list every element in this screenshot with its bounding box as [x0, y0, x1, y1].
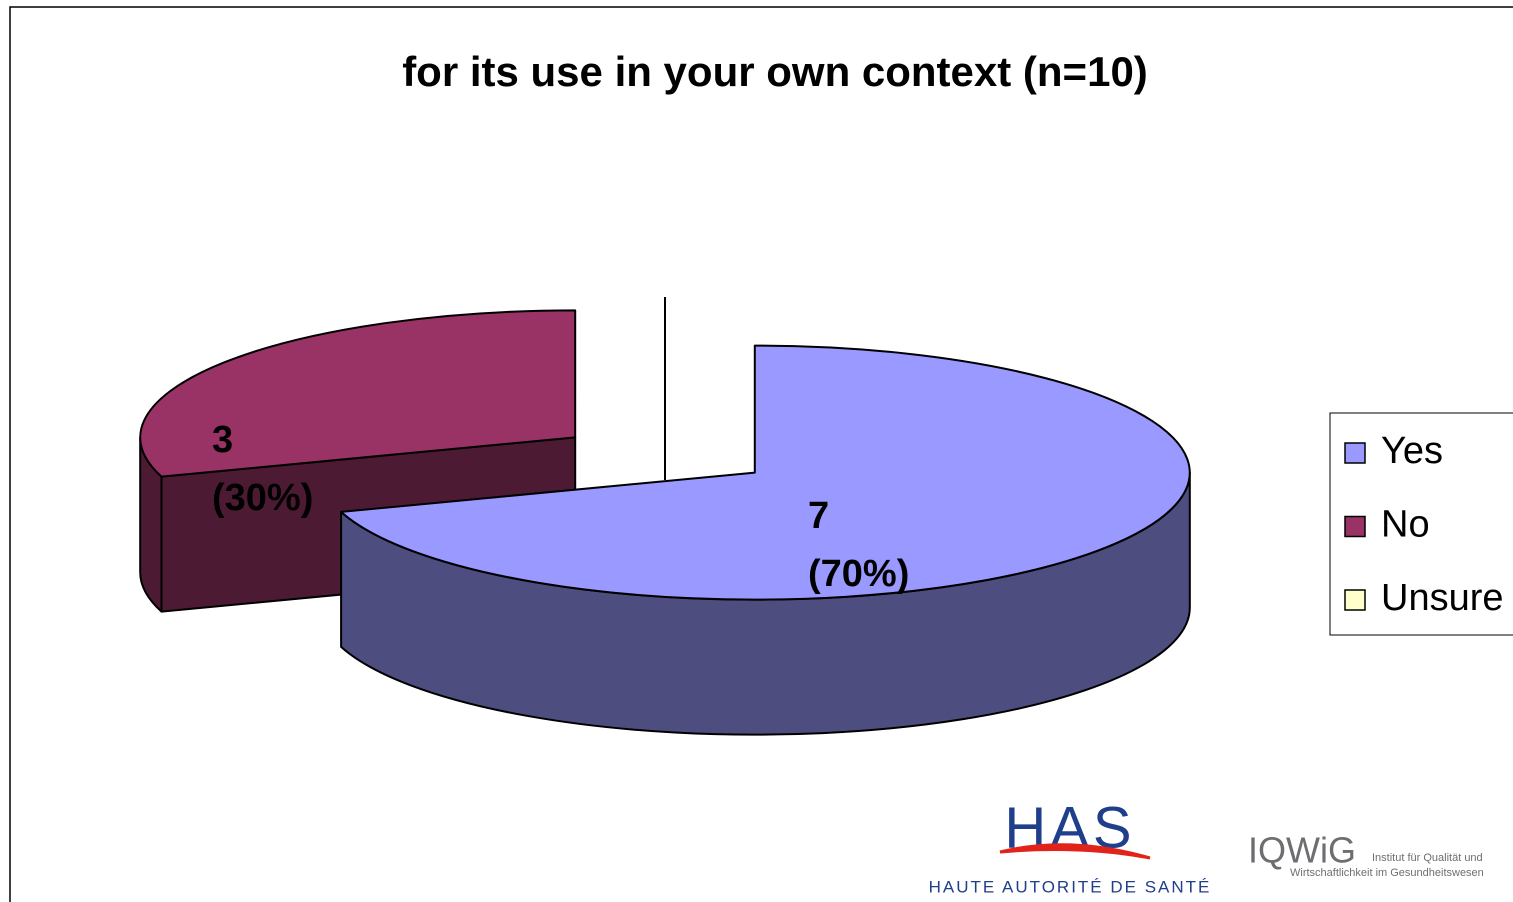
- pie: 7 (70%) 3 (30%): [139, 309, 1191, 736]
- has-swoosh: [999, 843, 1151, 860]
- legend-swatch: [1344, 589, 1366, 611]
- slice: [139, 309, 577, 478]
- slice: [340, 344, 1191, 601]
- data-label: 3: [212, 419, 233, 461]
- legend-label: Yes: [1381, 430, 1443, 472]
- has-logo: HAS HAUTE AUTORITÉ DE SANTÉ: [929, 795, 1212, 896]
- chart-title: for its use in your own context (n=10): [402, 48, 1148, 95]
- legend-swatch: [1344, 442, 1366, 464]
- legend-items: Yes No Unsure: [1344, 430, 1504, 619]
- legend-swatch: [1344, 515, 1366, 538]
- iqwig-caption: Institut für Qualität und: [1372, 852, 1483, 864]
- iqwig-logo-text: IQWiG: [1248, 830, 1356, 871]
- data-label: (70%): [808, 553, 909, 595]
- data-label: 7: [808, 495, 829, 537]
- legend-label: No: [1381, 504, 1430, 546]
- has-caption: HAUTE AUTORITÉ DE SANTÉ: [929, 877, 1212, 896]
- data-label: (30%): [212, 477, 313, 519]
- iqwig-logo: IQWiG Institut für Qualität und Wirtscha…: [1248, 830, 1484, 879]
- legend-label: Unsure: [1381, 577, 1504, 619]
- iqwig-caption: Wirtschaftlichkeit im Gesundheitswesen: [1290, 867, 1484, 879]
